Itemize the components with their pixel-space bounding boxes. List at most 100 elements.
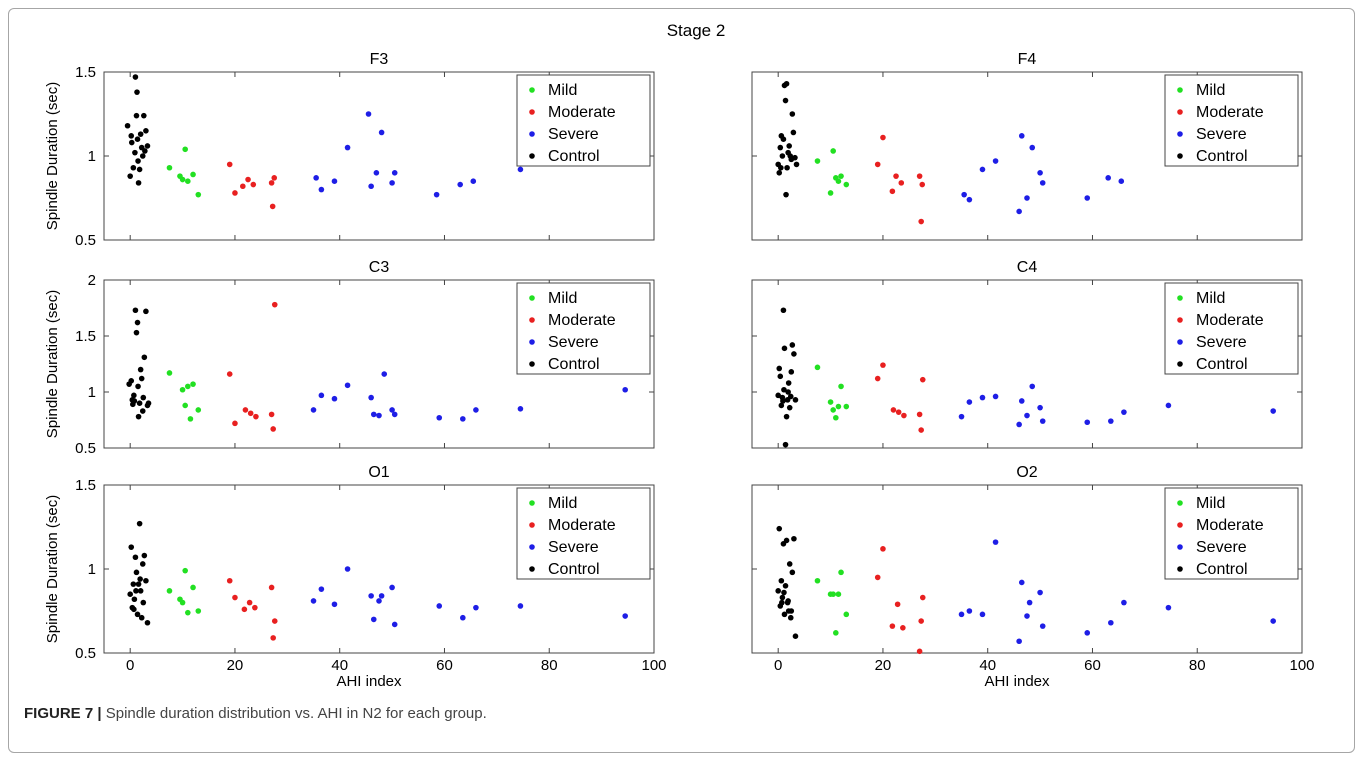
point-severe-o1 xyxy=(370,616,377,623)
legend-label-severe-o1: Severe xyxy=(548,539,599,556)
point-mild-o2 xyxy=(843,611,850,618)
point-moderate-c4 xyxy=(895,409,902,415)
point-mild-c3 xyxy=(190,381,196,387)
y-tick-label-f3: 1.5 xyxy=(75,64,96,81)
legend-label-control-f4: Control xyxy=(1196,148,1248,165)
point-severe-o1 xyxy=(368,593,374,599)
point-severe-o2 xyxy=(1016,638,1022,645)
point-severe-o1 xyxy=(389,584,395,591)
point-control-f3 xyxy=(144,143,151,149)
point-control-o1 xyxy=(137,588,144,594)
y-tick-label-f3: 0.5 xyxy=(75,232,96,249)
point-control-c3 xyxy=(136,400,143,407)
x-tick-label-o1: 40 xyxy=(331,657,348,674)
point-moderate-f3 xyxy=(240,183,246,190)
point-severe-o2 xyxy=(1108,619,1114,626)
point-mild-c3 xyxy=(185,383,191,390)
point-control-o1 xyxy=(132,554,139,561)
point-control-c3 xyxy=(145,400,152,407)
point-control-c3 xyxy=(132,307,139,314)
panel-title-o1: O1 xyxy=(368,464,389,481)
point-control-o2 xyxy=(783,537,790,544)
panel-title-c3: C3 xyxy=(369,259,390,276)
point-severe-f4 xyxy=(1018,133,1025,139)
point-control-o2 xyxy=(791,535,797,542)
point-moderate-c3 xyxy=(247,410,254,417)
point-severe-f4 xyxy=(961,191,967,198)
point-control-c3 xyxy=(135,383,141,390)
point-severe-c3 xyxy=(368,394,374,401)
point-moderate-o2 xyxy=(900,625,906,631)
point-moderate-o2 xyxy=(919,594,926,601)
point-mild-f4 xyxy=(830,148,836,154)
legend-label-severe-f3: Severe xyxy=(548,126,599,143)
plot-frame-c3 xyxy=(103,279,655,449)
legend-marker-mild-f4 xyxy=(1177,87,1183,93)
point-moderate-f4 xyxy=(919,181,926,188)
point-moderate-c3 xyxy=(242,407,249,413)
figure-frame xyxy=(8,8,1355,753)
point-severe-f4 xyxy=(1037,170,1043,176)
point-control-c4 xyxy=(778,402,785,409)
point-severe-c3 xyxy=(370,411,377,418)
caption-text: Spindle duration distribution vs. AHI in… xyxy=(105,705,487,722)
point-severe-o1 xyxy=(376,598,382,604)
point-mild-o2 xyxy=(835,591,842,597)
legend-marker-severe-o1 xyxy=(529,544,535,550)
legend-marker-severe-c4 xyxy=(1177,339,1183,345)
point-severe-o2 xyxy=(966,608,973,614)
point-control-c4 xyxy=(789,342,796,348)
legend-label-control-c3: Control xyxy=(548,356,600,373)
point-control-o1 xyxy=(143,577,149,584)
point-control-f3 xyxy=(133,112,140,119)
point-control-o1 xyxy=(127,591,133,597)
point-control-f3 xyxy=(132,74,139,80)
y-axis-label-o1: Spindle Duration (sec) xyxy=(44,495,61,643)
point-mild-f4 xyxy=(843,181,850,188)
legend-label-moderate-c4: Moderate xyxy=(1196,312,1264,329)
point-control-o2 xyxy=(781,611,788,618)
y-tick-label-c3: 1 xyxy=(88,384,96,401)
point-mild-c3 xyxy=(166,370,173,376)
point-control-o1 xyxy=(133,588,139,594)
point-control-c4 xyxy=(788,369,795,375)
point-severe-f3 xyxy=(391,170,398,176)
y-tick-label-o1: 1.5 xyxy=(75,477,96,494)
point-moderate-f3 xyxy=(268,180,275,186)
point-moderate-o2 xyxy=(874,574,881,581)
panel-o2: O2 0 20 40 60 80 100 AHI index Mild Moderate Sever… xyxy=(751,464,1315,690)
point-control-f3 xyxy=(137,131,144,137)
x-tick-label-o1: 0 xyxy=(126,657,134,674)
panel-title-f3: F3 xyxy=(370,51,389,68)
point-severe-o2 xyxy=(1026,599,1033,606)
point-severe-c3 xyxy=(310,407,317,413)
legend-marker-mild-c3 xyxy=(529,295,535,301)
point-control-f4 xyxy=(789,111,796,117)
legend-label-control-o2: Control xyxy=(1196,561,1248,578)
legend-marker-moderate-c4 xyxy=(1177,317,1183,323)
point-severe-c3 xyxy=(436,414,443,421)
point-severe-f4 xyxy=(992,158,999,164)
point-mild-o1 xyxy=(182,567,188,574)
point-moderate-f4 xyxy=(880,134,886,141)
legend-label-moderate-c3: Moderate xyxy=(548,312,616,329)
point-control-o2 xyxy=(775,588,781,594)
point-moderate-f3 xyxy=(250,181,257,188)
point-moderate-o1 xyxy=(241,606,248,613)
point-mild-c4 xyxy=(838,383,844,390)
legend-marker-mild-o2 xyxy=(1177,500,1183,506)
point-severe-o2 xyxy=(1084,630,1091,636)
point-severe-f4 xyxy=(1118,178,1125,184)
point-mild-f3 xyxy=(190,171,196,178)
overall-title: Stage 2 xyxy=(667,21,726,40)
point-moderate-f4 xyxy=(916,173,923,179)
point-severe-c3 xyxy=(389,407,395,413)
legend-label-moderate-o1: Moderate xyxy=(548,517,616,534)
legend-box-f3 xyxy=(516,74,651,167)
legend-label-mild-o2: Mild xyxy=(1196,495,1225,512)
point-control-o1 xyxy=(144,619,151,626)
point-severe-c4 xyxy=(958,413,965,420)
point-severe-f4 xyxy=(1029,144,1036,151)
point-severe-f3 xyxy=(365,111,372,117)
point-moderate-o1 xyxy=(246,599,253,606)
